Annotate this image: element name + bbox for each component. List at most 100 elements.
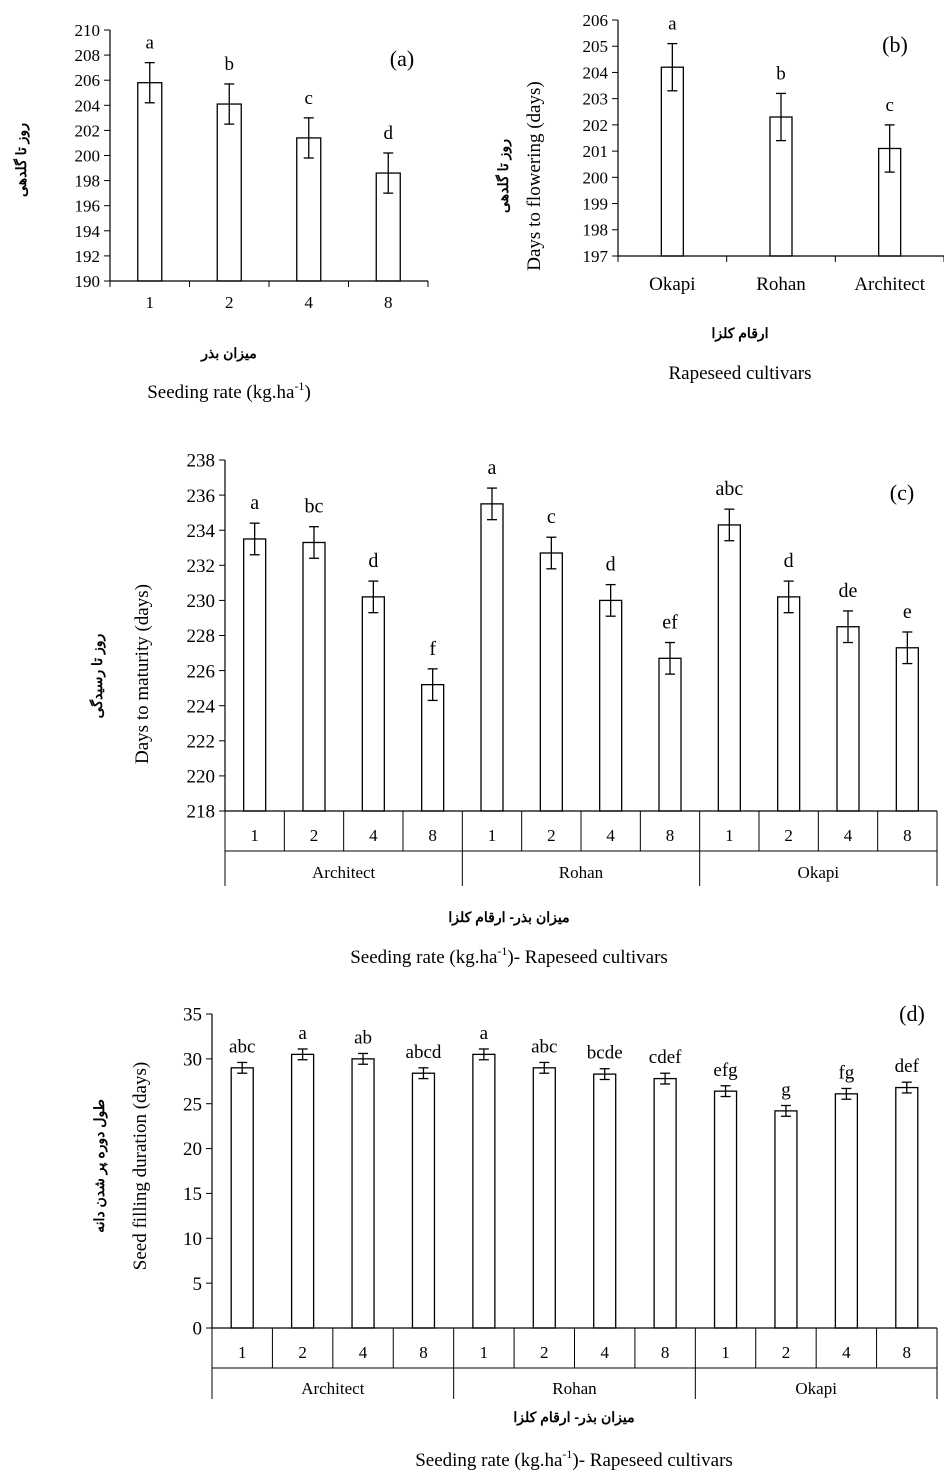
x-tick-label: Rohan xyxy=(756,274,806,295)
y-tick-label: 234 xyxy=(187,521,216,542)
group-label: Okapi xyxy=(798,863,840,882)
panel-b-ylabel-en: Days to flowering (days) xyxy=(524,81,545,270)
bar xyxy=(480,503,504,812)
y-tick-label: 0 xyxy=(193,1319,203,1340)
y-tick-label: 30 xyxy=(183,1050,202,1071)
group-label: Architect xyxy=(312,863,376,882)
x-tick-label: 4 xyxy=(606,826,615,845)
y-tick-label: 197 xyxy=(583,247,609,266)
bar xyxy=(836,626,860,812)
significance-letter: b xyxy=(776,63,786,84)
bar xyxy=(895,647,919,812)
y-tick-label: 238 xyxy=(187,451,216,472)
bar xyxy=(713,1090,738,1329)
panel-a-label: (a) xyxy=(390,46,414,71)
panel-d-ylabel-fa: طول دوره پر شدن دانه xyxy=(91,1099,108,1233)
y-tick-label: 232 xyxy=(187,556,216,577)
bar xyxy=(302,541,326,812)
panel-d-label: (d) xyxy=(899,1001,925,1026)
y-tick-label: 35 xyxy=(183,1005,202,1026)
significance-letter: de xyxy=(839,580,858,602)
bar xyxy=(895,1086,919,1329)
y-tick-label: 199 xyxy=(583,195,609,214)
significance-letter: efg xyxy=(713,1060,738,1081)
x-tick-label: 8 xyxy=(666,826,675,845)
panel-c-ylabel-en: Days to maturity (days) xyxy=(132,584,153,764)
significance-letter: abc xyxy=(229,1036,255,1057)
panel-c-label: (c) xyxy=(890,480,914,505)
y-tick-label: 198 xyxy=(583,221,609,240)
y-tick-label: 206 xyxy=(75,71,101,90)
x-tick-label: 2 xyxy=(547,826,556,845)
y-tick-label: 220 xyxy=(187,767,216,788)
panel-b-chart: 197 198 199 200 201 202 203 204 205 206 a b c Okapi… xyxy=(495,11,944,384)
panel-d-chart: 0 5 10 15 20 25 30 35 abc a ab abcd a abc bcde cdef efg… xyxy=(91,1001,938,1471)
group-label: Rohan xyxy=(552,1379,597,1398)
y-tick-label: 200 xyxy=(75,146,101,165)
y-tick-label: 218 xyxy=(187,802,216,823)
bar xyxy=(216,103,242,282)
bar xyxy=(653,1077,677,1329)
significance-letter: d xyxy=(368,550,378,572)
y-tick-label: 204 xyxy=(75,96,101,115)
y-tick-label: 194 xyxy=(75,222,101,241)
bar xyxy=(532,1067,556,1329)
group-label: Rohan xyxy=(559,863,604,882)
x-tick-label: Architect xyxy=(854,274,925,295)
group-label: Architect xyxy=(301,1379,365,1398)
x-tick-label: 8 xyxy=(419,1343,428,1362)
x-tick-label: 8 xyxy=(384,293,393,312)
significance-letter: cdef xyxy=(649,1047,682,1068)
bar xyxy=(351,1058,375,1329)
y-tick-label: 196 xyxy=(75,197,101,216)
y-tick-label: 203 xyxy=(583,90,609,109)
y-tick-label: 206 xyxy=(583,11,609,30)
panel-b-xlabel-en: Rapeseed cultivars xyxy=(669,363,812,384)
y-tick-label: 210 xyxy=(75,21,101,40)
panel-b-xlabel-fa: ارقام کلزا xyxy=(711,325,768,342)
y-tick-label: 205 xyxy=(583,37,609,56)
y-tick-label: 201 xyxy=(583,142,609,161)
panel-c-ylabel-fa: روز تا رسیدگی xyxy=(89,633,106,718)
significance-letter: abc xyxy=(531,1036,557,1057)
significance-letter: a xyxy=(668,14,677,35)
significance-letter: bc xyxy=(305,496,324,518)
bar xyxy=(230,1067,254,1329)
panel-a-xlabel-en: Seeding rate (kg.ha-1) xyxy=(147,379,311,403)
bar xyxy=(296,137,322,282)
x-tick-label: 1 xyxy=(250,826,259,845)
group-label: Okapi xyxy=(795,1379,837,1398)
y-tick-label: 228 xyxy=(187,626,216,647)
y-tick-label: 230 xyxy=(187,591,216,612)
bar xyxy=(290,1053,315,1329)
significance-letter: a xyxy=(250,492,259,514)
y-tick-label: 224 xyxy=(187,696,216,717)
significance-letter: a xyxy=(146,33,155,54)
y-tick-label: 202 xyxy=(75,121,101,140)
x-tick-label: 2 xyxy=(540,1343,549,1362)
panel-d-xlabel-fa: میزان بذر- ارقام کلزا xyxy=(513,1409,634,1426)
bar xyxy=(421,683,445,812)
significance-letter: fg xyxy=(838,1062,854,1083)
significance-letter: e xyxy=(903,601,912,623)
bar xyxy=(599,599,623,812)
bar xyxy=(361,596,385,812)
x-tick-label: 1 xyxy=(725,826,734,845)
y-tick-label: 236 xyxy=(187,486,216,507)
y-tick-label: 190 xyxy=(75,272,101,291)
y-tick-label: 198 xyxy=(75,172,101,191)
x-tick-label: 4 xyxy=(600,1343,609,1362)
y-tick-label: 15 xyxy=(183,1184,202,1205)
significance-letter: d xyxy=(606,554,616,576)
panel-a-chart: 190 192 194 196 198 200 202 204 206 208 210 a b c d 1… xyxy=(13,21,429,403)
x-tick-label: 4 xyxy=(305,293,314,312)
y-tick-label: 5 xyxy=(193,1274,203,1295)
y-tick-label: 202 xyxy=(583,116,609,135)
panel-b-label: (b) xyxy=(882,32,908,57)
panel-a-ylabel-fa: روز تا گلدهی xyxy=(13,123,30,197)
x-tick-label: 4 xyxy=(359,1343,368,1362)
significance-letter: a xyxy=(298,1023,307,1044)
panel-d-ylabel-en: Seed filling duration (days) xyxy=(130,1062,151,1270)
bar xyxy=(717,524,741,812)
